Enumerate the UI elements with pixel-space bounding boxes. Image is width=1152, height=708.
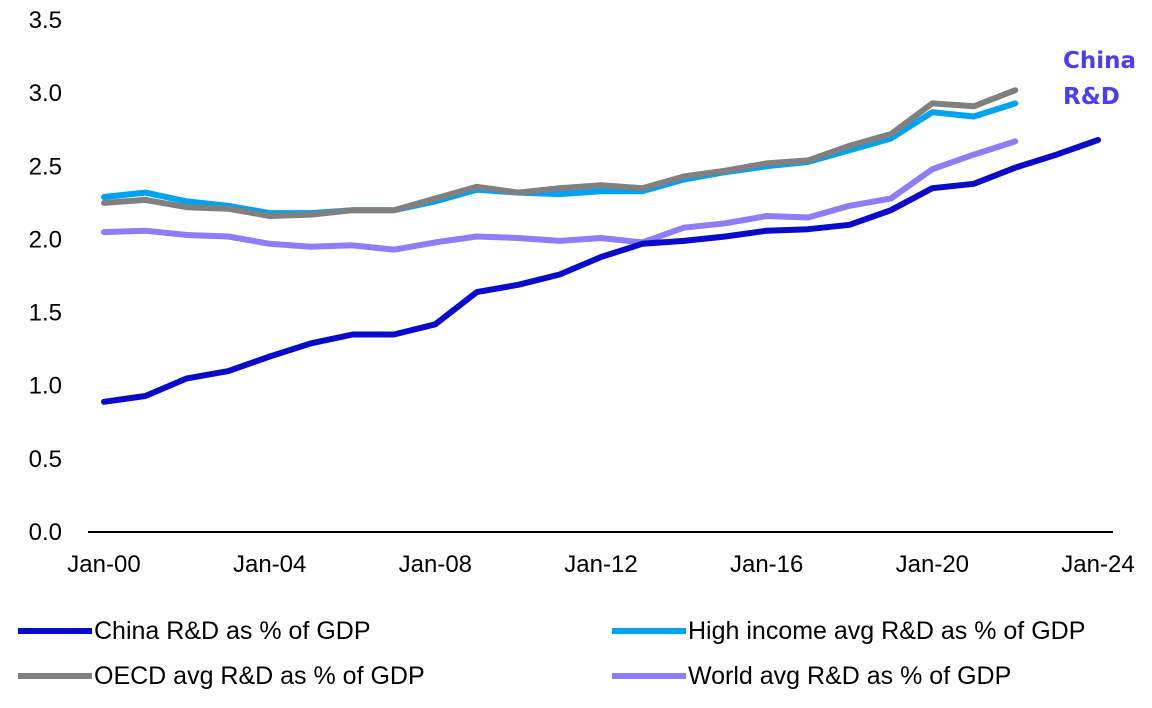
legend-swatch-world (612, 673, 686, 679)
legend-item-china: China R&D as % of GDP (18, 613, 371, 649)
x-tick-label: Jan-12 (564, 551, 637, 578)
x-tick-label: Jan-24 (1061, 551, 1134, 578)
x-tick-label: Jan-20 (896, 551, 969, 578)
line-chart: 0.00.51.01.52.02.53.03.5 Jan-00 Jan-04 Jan… (29, 7, 1136, 578)
annotation-line2: R&D (1063, 84, 1120, 110)
y-tick-label: 0.5 (29, 446, 62, 473)
series-lines (101, 87, 1101, 405)
y-tick-label: 3.5 (29, 7, 62, 34)
legend-swatch-china (18, 628, 92, 634)
y-tick-label: 0.0 (29, 519, 62, 546)
y-axis-tick-labels: 0.0 0.5 1.0 1.5 2.0 2.5 3.0 3.5 (29, 7, 62, 546)
legend-label-oecd: OECD avg R&D as % of GDP (94, 661, 425, 690)
legend-label-world: World avg R&D as % of GDP (688, 661, 1012, 690)
legend: China R&D as % of GDP High income avg R&… (0, 605, 1152, 705)
legend-item-world: World avg R&D as % of GDP (612, 658, 1011, 694)
annotation-line1: China (1063, 48, 1136, 74)
series-line-oecd (101, 87, 1019, 219)
legend-swatch-high-income (612, 628, 686, 634)
series-line-world (101, 138, 1019, 253)
legend-label-high-income: High income avg R&D as % of GDP (688, 616, 1086, 645)
series-line-high-income (101, 100, 1019, 217)
legend-item-oecd: OECD avg R&D as % of GDP (18, 658, 425, 694)
y-tick-label: 3.0 (29, 80, 62, 107)
y-tick-label: 1.0 (29, 373, 62, 400)
legend-item-high-income: High income avg R&D as % of GDP (612, 613, 1085, 649)
y-tick-label: 2.0 (29, 226, 62, 253)
x-tick-label: Jan-00 (67, 551, 140, 578)
x-tick-label: Jan-08 (399, 551, 472, 578)
series-line-china (101, 137, 1101, 405)
y-tick-label: 2.5 (29, 153, 62, 180)
x-tick-label: Jan-16 (730, 551, 803, 578)
x-axis-tick-labels: Jan-00 Jan-04 Jan-08 Jan-12 Jan-16 Jan-20 Jan-… (67, 551, 1134, 578)
legend-label-china: China R&D as % of GDP (94, 616, 371, 645)
x-tick-label: Jan-04 (233, 551, 306, 578)
legend-swatch-oecd (18, 673, 92, 679)
y-tick-label: 1.5 (29, 300, 62, 327)
